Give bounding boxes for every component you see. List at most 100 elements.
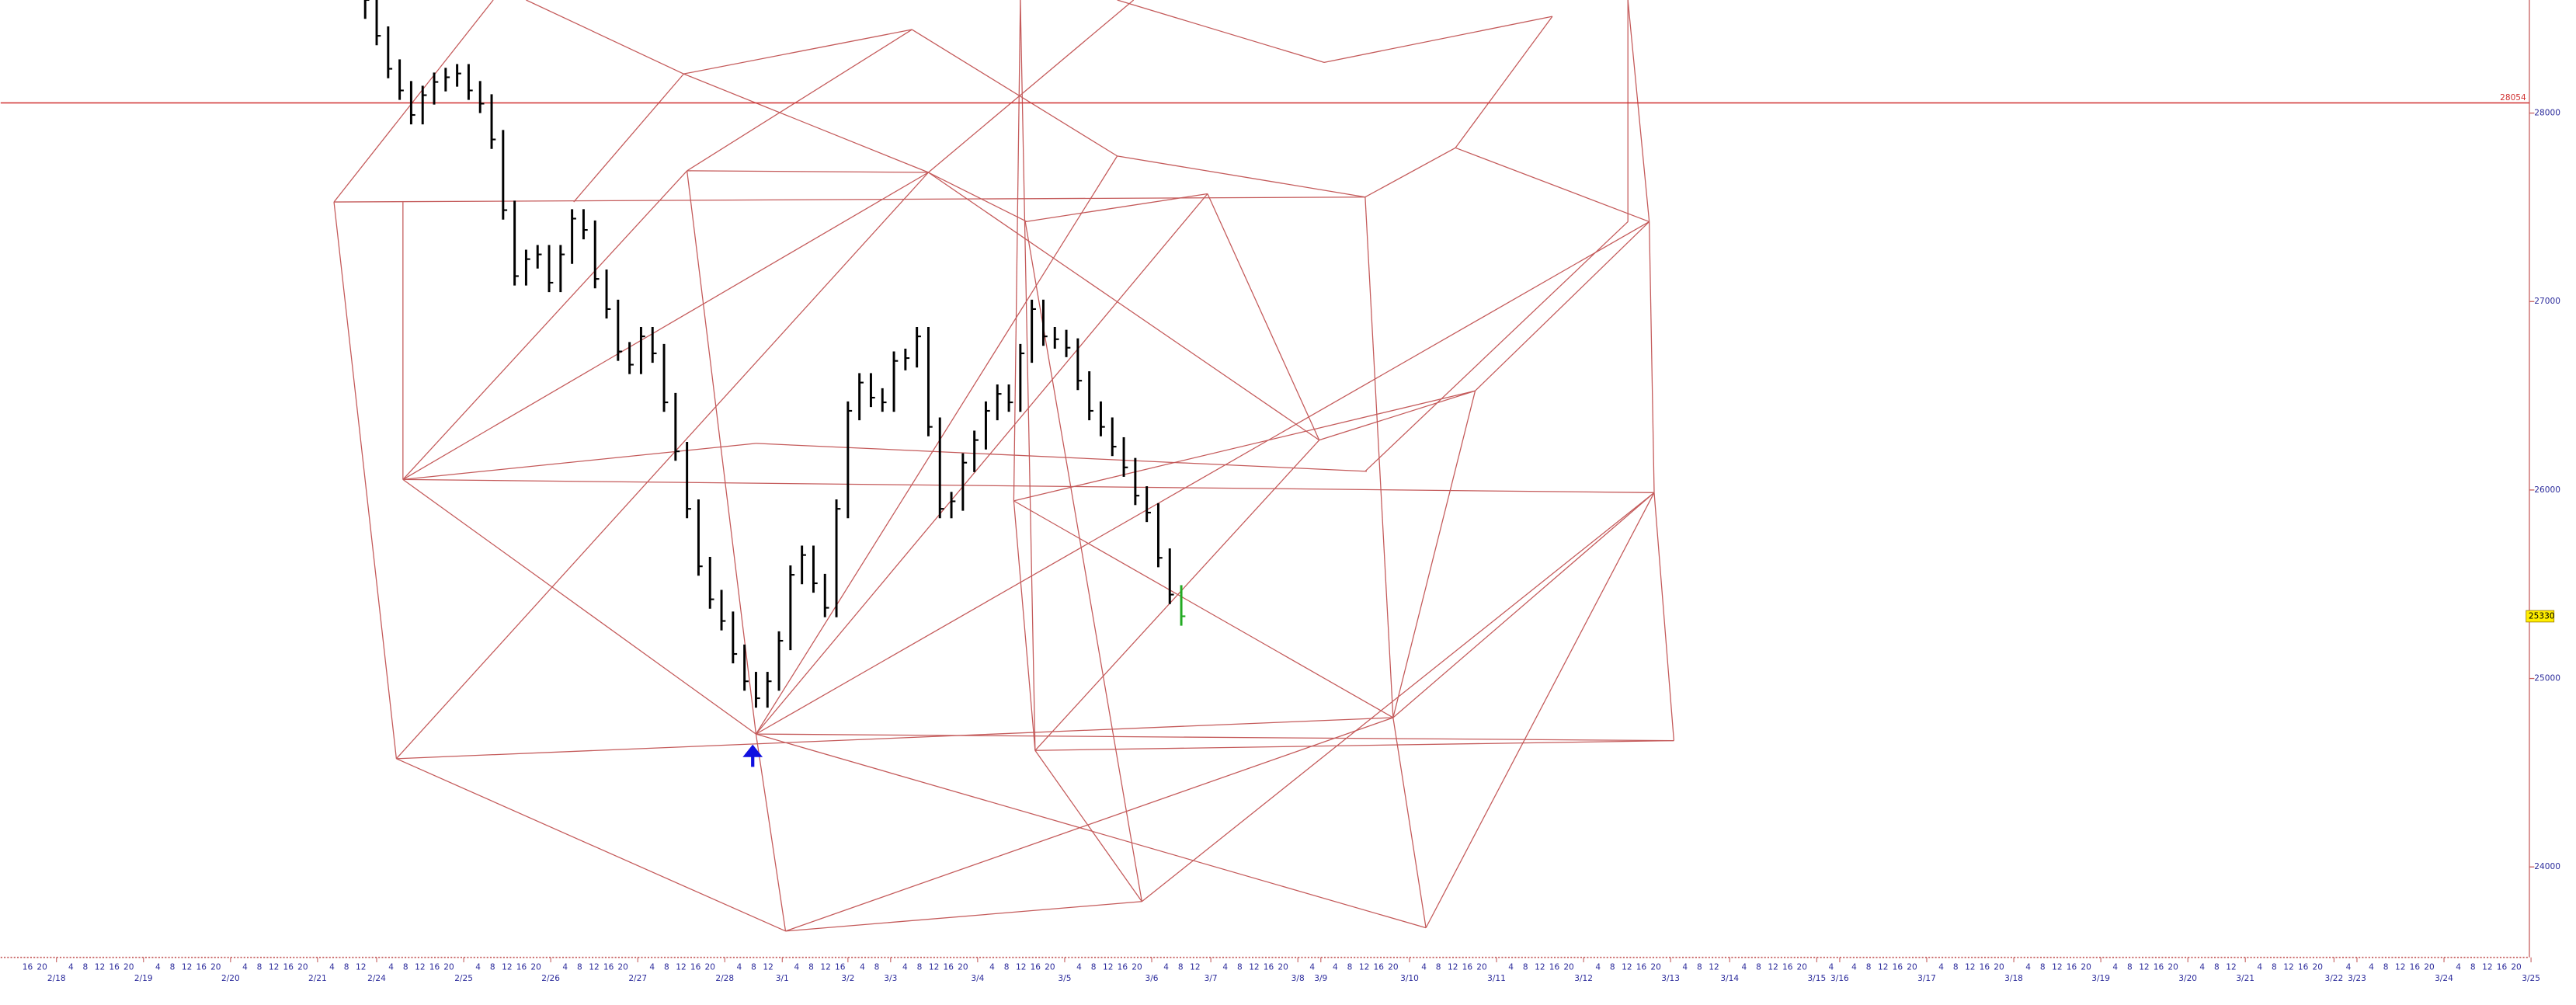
- x-hour-label: 8: [2470, 962, 2476, 972]
- x-hour-label: 20: [617, 962, 628, 972]
- x-hour-label: 16: [1118, 962, 1128, 972]
- x-hour-label: 4: [649, 962, 655, 972]
- x-hour-label: 16: [835, 962, 846, 972]
- x-hour-label: 16: [1462, 962, 1473, 972]
- y-tick-label: 28000: [2534, 109, 2560, 118]
- x-hour-label: 12: [1190, 962, 1200, 972]
- x-hour-label: 20: [1132, 962, 1142, 972]
- x-date-label: 2/28: [715, 974, 734, 983]
- x-hour-label: 4: [1309, 962, 1315, 972]
- x-hour-label: 8: [1866, 962, 1872, 972]
- x-hour-label: 4: [1508, 962, 1514, 972]
- x-hour-label: 8: [1347, 962, 1353, 972]
- x-hour-label: 12: [763, 962, 773, 972]
- x-hour-label: 4: [1851, 962, 1857, 972]
- x-hour-label: 4: [1333, 962, 1338, 972]
- x-hour-label: 8: [490, 962, 495, 972]
- x-hour-label: 8: [1523, 962, 1528, 972]
- x-hour-label: 12: [2226, 962, 2236, 972]
- x-hour-label: 20: [705, 962, 716, 972]
- x-hour-label: 16: [1782, 962, 1793, 972]
- x-hour-label: 8: [1178, 962, 1184, 972]
- x-hour-label: 8: [874, 962, 880, 972]
- x-hour-label: 20: [530, 962, 541, 972]
- x-hour-label: 8: [170, 962, 176, 972]
- x-date-label: 3/13: [1661, 974, 1680, 983]
- x-date-label: 2/20: [221, 974, 240, 983]
- geometric-overlay: [333, 0, 1675, 932]
- x-hour-label: 4: [1742, 962, 1747, 972]
- x-hour-label: 8: [577, 962, 582, 972]
- x-hour-label: 20: [1563, 962, 1574, 972]
- x-date-label: 2/18: [47, 974, 66, 983]
- x-date-label: 3/18: [2004, 974, 2023, 983]
- x-hour-label: 4: [1829, 962, 1834, 972]
- x-hour-label: 12: [1016, 962, 1026, 972]
- x-hour-label: 16: [944, 962, 954, 972]
- x-hour-label: 12: [589, 962, 599, 972]
- x-date-label: 3/22: [2324, 974, 2343, 983]
- x-hour-label: 20: [443, 962, 454, 972]
- x-hour-label: 8: [751, 962, 756, 972]
- x-hour-label: 12: [1249, 962, 1259, 972]
- x-hour-label: 8: [664, 962, 669, 972]
- x-date-label: 3/4: [971, 974, 984, 983]
- x-date-label: 3/5: [1058, 974, 1071, 983]
- x-date-label: 2/25: [454, 974, 473, 983]
- x-date-label: 3/20: [2178, 974, 2197, 983]
- x-hour-label: 16: [1549, 962, 1560, 972]
- x-hour-label: 8: [917, 962, 923, 972]
- x-date-label: 3/15: [1807, 974, 1826, 983]
- x-date-label: 2/24: [367, 974, 386, 983]
- x-hour-label: 20: [1476, 962, 1487, 972]
- x-hour-label: 20: [123, 962, 134, 972]
- x-date-label: 3/24: [2435, 974, 2453, 983]
- x-hour-label: 4: [2199, 962, 2205, 972]
- x-hour-label: 8: [1091, 962, 1097, 972]
- x-hour-label: 8: [808, 962, 814, 972]
- x-hour-label: 12: [1878, 962, 1888, 972]
- x-hour-label: 16: [429, 962, 440, 972]
- x-hour-label: 20: [1388, 962, 1399, 972]
- x-date-label: 2/26: [541, 974, 560, 983]
- x-hour-label: 16: [1636, 962, 1647, 972]
- x-hour-label: 4: [1163, 962, 1169, 972]
- x-date-label: 3/6: [1145, 974, 1159, 983]
- x-hour-label: 4: [562, 962, 568, 972]
- x-hour-label: 16: [603, 962, 614, 972]
- x-hour-label: 4: [2257, 962, 2262, 972]
- x-hour-label: 8: [257, 962, 262, 972]
- x-hour-label: 16: [283, 962, 294, 972]
- x-hour-label: 8: [2127, 962, 2133, 972]
- x-hour-label: 16: [1980, 962, 1990, 972]
- x-hour-label: 12: [1965, 962, 1975, 972]
- x-hour-label: 12: [95, 962, 105, 972]
- x-hour-label: 16: [23, 962, 33, 972]
- x-hour-label: 12: [1448, 962, 1458, 972]
- low-arrow: [742, 744, 763, 767]
- x-date-label: 3/12: [1574, 974, 1593, 983]
- x-hour-label: 16: [1893, 962, 1903, 972]
- x-hour-label: 8: [2040, 962, 2046, 972]
- x-hour-label: 12: [1359, 962, 1369, 972]
- x-hour-label: 16: [109, 962, 120, 972]
- x-hour-label: 20: [1650, 962, 1661, 972]
- x-hour-label: 12: [2482, 962, 2492, 972]
- x-hour-label: 8: [2272, 962, 2277, 972]
- x-hour-label: 16: [2497, 962, 2508, 972]
- x-hour-label: 8: [83, 962, 89, 972]
- x-date-label: 3/16: [1830, 974, 1849, 983]
- x-hour-label: 20: [210, 962, 221, 972]
- x-date-label: 3/14: [1720, 974, 1739, 983]
- x-hour-label: 4: [2346, 962, 2352, 972]
- x-hour-label: 8: [1436, 962, 1441, 972]
- x-date-label: 3/9: [1314, 974, 1327, 983]
- x-hour-label: 4: [329, 962, 335, 972]
- x-hour-label: 20: [297, 962, 308, 972]
- x-hour-label: 4: [2456, 962, 2461, 972]
- x-hour-label: 12: [1622, 962, 1632, 972]
- x-date-label: 3/2: [841, 974, 854, 983]
- x-hour-label: 8: [2383, 962, 2389, 972]
- x-hour-label: 12: [356, 962, 366, 972]
